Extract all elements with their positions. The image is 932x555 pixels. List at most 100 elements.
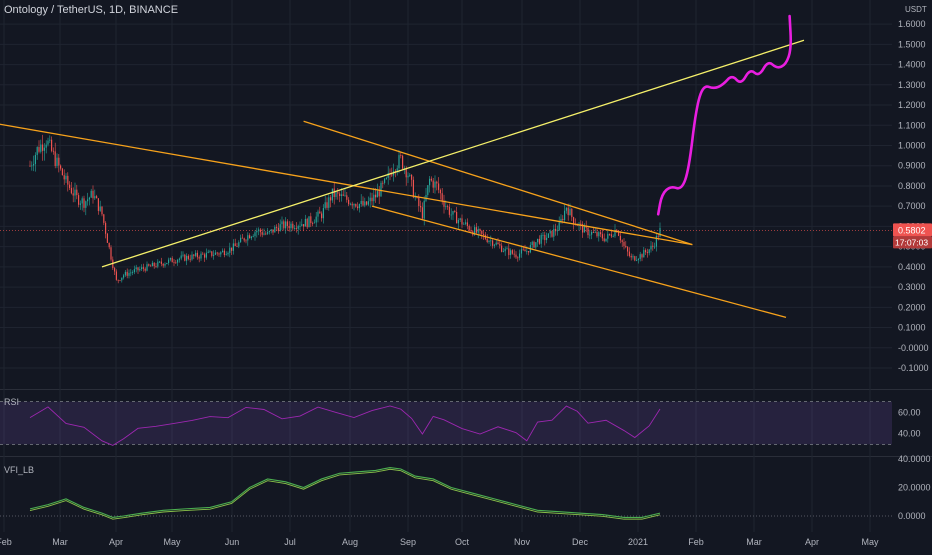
candle-body xyxy=(481,230,483,234)
candle-body xyxy=(418,197,420,207)
vfi-signal-line xyxy=(29,468,661,520)
candle-body xyxy=(375,194,377,198)
x-tick-label: Mar xyxy=(52,537,68,547)
candle-body xyxy=(510,250,512,256)
candle-body xyxy=(299,225,301,227)
candle-body xyxy=(128,272,130,276)
candle-body xyxy=(220,252,222,255)
candle-body xyxy=(351,203,353,206)
candle-body xyxy=(596,232,598,237)
candle-body xyxy=(231,247,233,251)
candle-body xyxy=(387,173,389,178)
candle-body xyxy=(515,254,517,258)
candle-body xyxy=(607,233,609,239)
candle-body xyxy=(182,254,184,256)
candle-body xyxy=(434,181,436,188)
candle-body xyxy=(519,253,521,258)
candle-body xyxy=(313,222,315,224)
candle-body xyxy=(169,258,171,260)
candle-body xyxy=(204,254,206,258)
candle-body xyxy=(315,216,317,223)
candle-body xyxy=(272,229,274,233)
candle-body xyxy=(439,189,441,194)
candle-body xyxy=(279,224,281,232)
candle-body xyxy=(274,226,276,233)
candle-body xyxy=(508,248,510,256)
candle-body xyxy=(517,257,519,259)
candle-body xyxy=(94,196,96,199)
candle-body xyxy=(238,242,240,247)
candle-body xyxy=(470,230,472,232)
candle-body xyxy=(411,174,413,180)
candle-body xyxy=(466,222,468,226)
candle-body xyxy=(382,182,384,184)
candle-body xyxy=(31,165,33,167)
candle-body xyxy=(432,180,434,188)
candle-body xyxy=(205,252,207,258)
trend-line-ascending xyxy=(101,39,805,268)
candle-body xyxy=(362,200,364,206)
candle-body xyxy=(376,191,378,198)
candle-body xyxy=(101,206,103,215)
candle-body xyxy=(52,150,54,152)
candle-body xyxy=(164,264,166,266)
candle-body xyxy=(551,230,553,237)
candle-body xyxy=(324,202,326,209)
candle-body xyxy=(407,175,409,178)
candle-body xyxy=(65,175,67,180)
candle-body xyxy=(560,218,562,223)
y-tick-label: 0.4000 xyxy=(898,262,926,272)
candle-body xyxy=(211,251,213,256)
candle-body xyxy=(504,248,506,252)
candle-body xyxy=(96,196,98,199)
candle-body xyxy=(60,165,62,169)
candle-body xyxy=(151,262,153,267)
candle-body xyxy=(637,258,639,261)
candle-body xyxy=(609,233,611,235)
candle-body xyxy=(56,157,58,166)
x-tick-label: May xyxy=(163,537,181,547)
trend-line-descending-upper-2 xyxy=(303,120,693,246)
candle-body xyxy=(371,197,373,202)
chart-title: Ontology / TetherUS, 1D, BINANCE xyxy=(4,4,179,16)
candle-body xyxy=(222,250,224,253)
candle-body xyxy=(254,232,256,237)
candle-body xyxy=(623,241,625,246)
candle-body xyxy=(150,265,152,267)
candle-body xyxy=(594,232,596,233)
candle-body xyxy=(493,244,495,246)
candle-body xyxy=(475,227,477,233)
candle-body xyxy=(445,206,447,208)
candle-body xyxy=(355,203,357,207)
candle-body xyxy=(600,232,602,235)
candle-body xyxy=(391,174,393,176)
candle-body xyxy=(528,250,530,253)
price-badge-value: 0.5802 xyxy=(898,225,926,235)
candle-body xyxy=(366,201,368,205)
candle-body xyxy=(340,194,342,196)
candle-body xyxy=(357,206,359,209)
candle-body xyxy=(571,208,573,218)
candle-body xyxy=(69,184,71,188)
candle-body xyxy=(562,218,564,221)
candle-body xyxy=(540,235,542,244)
y-tick-label: 1.2000 xyxy=(898,100,926,110)
candle-body xyxy=(90,190,92,198)
candle-body xyxy=(40,144,42,152)
candle-body xyxy=(322,208,324,219)
candle-body xyxy=(646,252,648,254)
candle-body xyxy=(162,263,164,266)
candle-body xyxy=(268,231,270,232)
candle-body xyxy=(310,216,312,224)
candle-body xyxy=(317,211,319,217)
candle-body xyxy=(461,218,463,225)
countdown-badge xyxy=(893,236,932,249)
candle-body xyxy=(301,224,303,226)
candle-body xyxy=(202,253,204,255)
candle-body xyxy=(621,240,623,242)
candle-body xyxy=(549,230,551,234)
candle-body xyxy=(250,236,252,239)
candle-body xyxy=(420,206,422,208)
